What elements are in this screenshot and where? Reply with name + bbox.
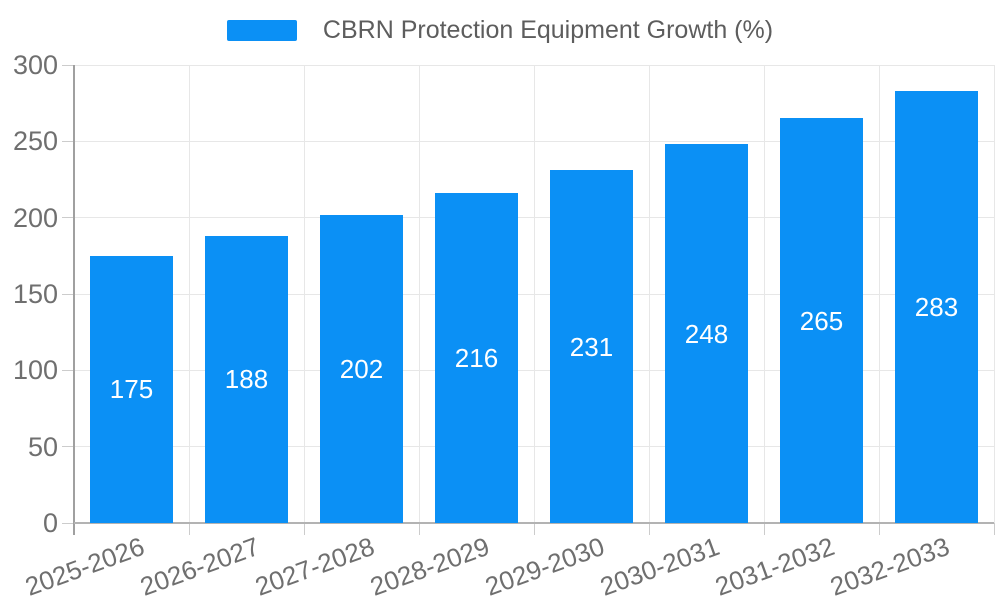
gridline-v [763,65,765,523]
y-tick-label: 0 [42,508,58,538]
y-axis-line [73,65,75,535]
y-tick-mark [62,293,74,295]
bar-2030-2031: 248 [665,144,748,523]
x-axis-line [74,522,994,524]
bar-value-label: 188 [224,364,269,395]
x-tick-mark [993,523,995,535]
gridline-v [303,65,305,523]
y-tick-mark [62,446,74,448]
x-tick-mark [763,523,765,535]
legend-item[interactable]: CBRN Protection Equipment Growth (%) [226,16,774,45]
y-tick-mark [62,217,74,219]
gridline-v [878,65,880,523]
y-tick-mark [62,64,74,66]
bar-value-label: 248 [684,318,729,349]
bar-2029-2030: 231 [550,170,633,523]
x-axis-label: 2032-2033 [826,531,954,600]
x-axis-label: 2026-2027 [136,531,264,600]
gridline-v [648,65,650,523]
x-tick-mark [188,523,190,535]
y-tick-mark [62,369,74,371]
y-tick-label: 100 [12,355,58,386]
legend-swatch-icon [226,20,297,41]
x-tick-mark [533,523,535,535]
bar-value-label: 231 [569,331,614,362]
y-tick-label: 200 [12,202,58,233]
gridline-v [993,65,995,523]
x-tick-mark [648,523,650,535]
x-axis-label: 2028-2029 [366,531,494,600]
bar-value-label: 202 [339,353,384,384]
bar-2028-2029: 216 [435,193,518,523]
legend-label: CBRN Protection Equipment Growth (%) [322,16,774,44]
y-tick-mark [62,140,74,142]
bar-value-label: 265 [799,305,844,336]
x-axis-label: 2031-2032 [711,531,839,600]
bar-2026-2027: 188 [205,235,288,523]
y-tick-mark [62,522,74,524]
y-tick-label: 50 [27,431,58,462]
x-axis-label: 2030-2031 [596,531,724,600]
y-tick-label: 250 [12,126,58,157]
x-tick-mark [418,523,420,535]
bar-2031-2032: 265 [780,118,863,523]
gridline-v [418,65,420,523]
bar-value-label: 216 [454,343,499,374]
bar-2025-2026: 175 [90,255,173,523]
bar-value-label: 175 [109,374,154,405]
bar-2027-2028: 202 [320,214,403,523]
y-tick-label: 150 [12,279,58,309]
legend: CBRN Protection Equipment Growth (%) [0,16,1000,45]
x-axis-label: 2029-2030 [481,531,609,600]
x-axis-label: 2027-2028 [251,531,379,600]
x-axis-label: 2025-2026 [21,531,149,600]
y-tick-label: 300 [12,50,58,80]
gridline-v [533,65,535,523]
gridline-v [188,65,190,523]
bar-value-label: 283 [914,291,959,322]
x-tick-mark [878,523,880,535]
bar-2032-2033: 283 [895,90,978,523]
x-tick-mark [303,523,305,535]
